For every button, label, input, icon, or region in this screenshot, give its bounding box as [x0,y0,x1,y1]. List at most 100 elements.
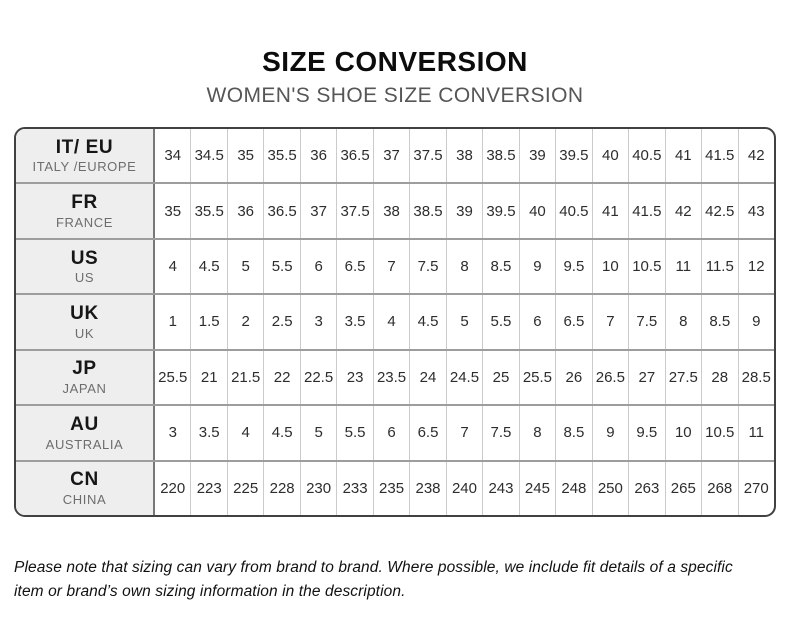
size-value-cell: 270 [737,461,774,515]
size-value-cell: 238 [409,461,445,515]
size-value-cell: 38 [445,129,482,183]
size-value-cell: 24.5 [445,350,482,405]
table-row: IT/ EU ITALY /EUROPE 34 34.5 35 35.5 36 36.5 37 3… [16,129,774,183]
size-value-cell: 250 [591,461,628,515]
row-header-cell: FR FRANCE [16,184,155,238]
size-value-cell: 11 [737,406,774,460]
size-value-cell: 7.5 [482,406,518,460]
size-value-cell: 9.5 [628,406,664,460]
size-value-cell: 35.5 [190,184,226,238]
table-row: AU AUSTRALIA 3 3.5 4 4.5 5 5.5 6 6.5 7 7.5 8 8.5 9 9.5 1… [16,404,774,460]
table-row: CN CHINA 220 223 225 228 230 233 235 238 240 243 245… [16,459,774,515]
region-name-label: FRANCE [55,214,114,230]
size-value-cell: 5 [445,295,482,349]
size-value-cell: 35 [164,202,182,220]
size-value-cell: 5.5 [336,406,372,460]
size-value-cell: 40.5 [555,184,591,238]
region-name-label: UK [74,325,95,341]
size-value-cell: 8.5 [555,406,591,460]
size-value-cell: 7.5 [409,239,445,294]
size-value-cell: 36.5 [263,184,299,238]
size-value-cell: 5 [299,406,336,460]
size-value-cell: 8 [518,406,555,460]
table-row: UK UK 1 1.5 2 2.5 3 3.5 4 4.5 5 5.5 6 6.5 7 7.5 8 8.5 9 [16,293,774,349]
size-value-cell: 24 [409,350,445,405]
size-value-cell: 5.5 [482,295,518,349]
size-value-cell: 7.5 [628,295,664,349]
size-value-cell: 1 [168,313,177,331]
size-value-cell: 3.5 [336,295,372,349]
size-value-cell: 38.5 [482,129,518,183]
size-value-cell: 6 [299,239,336,294]
size-value-cell: 263 [628,461,664,515]
size-value-cell: 41 [591,184,628,238]
size-value-cell: 3.5 [190,406,226,460]
size-value-cell: 37 [372,129,409,183]
size-value-cell: 6 [518,295,555,349]
size-value-cell: 6.5 [336,239,372,294]
size-value-cell: 22.5 [299,350,336,405]
size-value-cell: 9.5 [555,239,591,294]
size-value-cell: 4.5 [263,406,299,460]
row-header-cell: AU AUSTRALIA [16,406,155,460]
page-title: SIZE CONVERSION [262,46,528,77]
size-value-cell: 8.5 [482,239,518,294]
region-name-label: US [74,270,95,286]
row-header-cell: IT/ EU ITALY /EUROPE [16,129,155,183]
size-value-cell: 2 [226,295,263,349]
region-name-label: ITALY /EUROPE [32,159,137,175]
size-value-cell: 36 [226,184,263,238]
size-value-cell: 28 [701,350,737,405]
size-value-cell: 10 [591,239,628,294]
size-value-cell: 265 [664,461,701,515]
size-value-cell: 37.5 [409,129,445,183]
region-name-label: JAPAN [62,381,107,397]
size-value-cell: 223 [190,461,226,515]
size-value-cell: 39 [445,184,482,238]
size-value-cell: 38.5 [409,184,445,238]
region-code-label: CN [70,469,99,491]
region-code-label: UK [70,302,99,324]
size-value-cell: 36 [299,129,336,183]
size-value-cell: 4 [168,258,177,276]
size-value-cell: 41 [664,129,701,183]
size-value-cell: 10.5 [628,239,664,294]
size-value-cell: 21 [190,350,226,405]
size-value-cell: 4 [372,295,409,349]
region-name-label: CHINA [62,491,107,507]
size-value-cell: 7 [445,406,482,460]
table-row: JP JAPAN 25.5 21 21.5 22 22.5 23 23.5 24 24.5 25 25.… [16,348,774,405]
size-value-cell: 42.5 [701,184,737,238]
table-row: US US 4 4.5 5 5.5 6 6.5 7 7.5 8 8.5 9 9.5 10 10.5 11 11.5… [16,237,774,294]
size-value-cell: 1.5 [190,295,226,349]
size-value-cell: 22 [263,350,299,405]
size-value-cell: 42 [664,184,701,238]
size-value-cell: 27 [628,350,664,405]
size-value-cell: 43 [737,184,774,238]
size-value-cell: 243 [482,461,518,515]
size-value-cell: 25.5 [518,350,555,405]
size-value-cell: 240 [445,461,482,515]
page-subtitle: WOMEN'S SHOE SIZE CONVERSION [206,84,584,107]
size-value-cell: 4.5 [409,295,445,349]
row-header-cell: UK UK [16,295,155,349]
size-value-cell: 42 [737,129,774,183]
size-value-cell: 6.5 [555,295,591,349]
size-value-cell: 40 [591,129,628,183]
size-value-cell: 235 [372,461,409,515]
size-value-cell: 38 [372,184,409,238]
size-value-cell: 11 [664,239,701,294]
size-value-cell: 5.5 [263,239,299,294]
size-value-cell: 233 [336,461,372,515]
size-value-cell: 41.5 [628,184,664,238]
size-value-cell: 225 [226,461,263,515]
size-value-cell: 9 [518,239,555,294]
region-code-label: US [70,247,99,269]
size-value-cell: 3 [168,424,177,442]
size-value-cell: 39.5 [555,129,591,183]
size-value-cell: 37.5 [336,184,372,238]
row-header-cell: JP JAPAN [16,350,155,405]
size-value-cell: 23 [336,350,372,405]
size-value-cell: 26.5 [591,350,628,405]
size-value-cell: 2.5 [263,295,299,349]
